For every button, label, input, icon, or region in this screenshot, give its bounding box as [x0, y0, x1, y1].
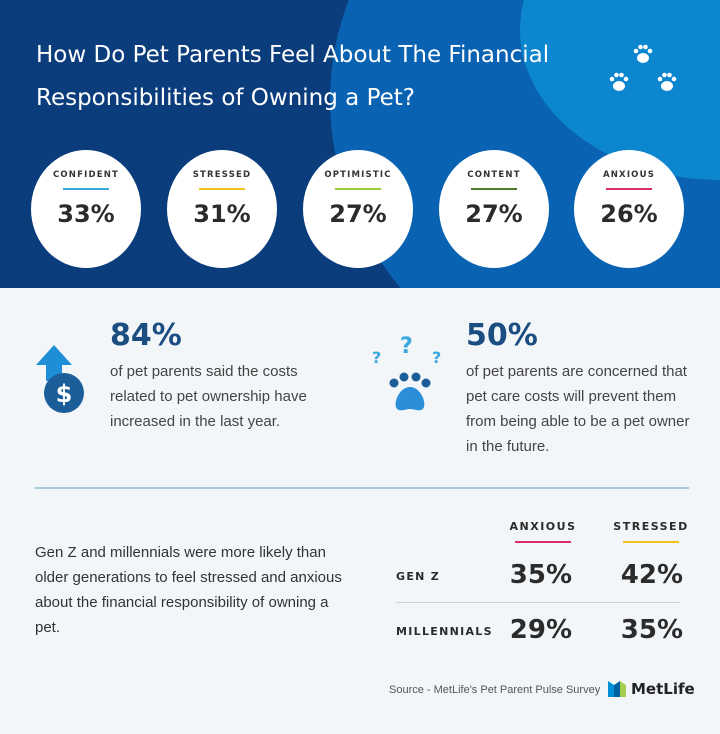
feeling-content: CONTENT 27%: [439, 150, 549, 268]
header-banner: How Do Pet Parents Feel About The Financ…: [0, 0, 720, 288]
feeling-label: OPTIMISTIC: [324, 170, 392, 180]
svg-text:?: ?: [372, 348, 381, 367]
column-header-stressed: STRESSED: [611, 520, 691, 543]
stat-future-concern: 50% of pet parents are concerned that pe…: [466, 318, 696, 459]
section-divider: [35, 487, 689, 489]
feeling-value: 33%: [57, 200, 115, 228]
feeling-value: 27%: [465, 200, 523, 228]
column-label: STRESSED: [613, 520, 689, 533]
stat-text: of pet parents said the costs related to…: [110, 363, 307, 430]
feeling-value: 26%: [600, 200, 658, 228]
stat-value: 84%: [110, 318, 182, 353]
metlife-logo-icon: [608, 681, 626, 697]
feeling-stressed: STRESSED 31%: [167, 150, 277, 268]
cell-value: 29%: [509, 615, 572, 645]
row-label: GEN Z: [396, 570, 441, 583]
feeling-value: 27%: [329, 200, 387, 228]
paw-question-icon: ? ? ?: [372, 334, 441, 411]
feeling-anxious: ANXIOUS 26%: [574, 150, 684, 268]
svg-text:?: ?: [400, 334, 413, 359]
dollar-up-arrow-icon: $: [36, 345, 84, 413]
generations-text: Gen Z and millennials were more likely t…: [35, 544, 342, 636]
feeling-label: ANXIOUS: [602, 170, 656, 180]
feeling-value: 31%: [193, 200, 251, 228]
row-label: MILLENNIALS: [396, 625, 493, 638]
color-bar: [199, 188, 245, 190]
feeling-label: CONTENT: [467, 170, 521, 180]
color-bar: [471, 188, 517, 190]
column-header-anxious: ANXIOUS: [505, 520, 581, 543]
column-label: ANXIOUS: [509, 520, 577, 533]
color-bar: [63, 188, 109, 190]
color-bar: [335, 188, 381, 190]
page-title: How Do Pet Parents Feel About The Financ…: [36, 42, 550, 111]
feeling-optimistic: OPTIMISTIC 27%: [303, 150, 413, 268]
color-bar: [515, 541, 571, 543]
cell-value: 35%: [509, 560, 572, 590]
feeling-label: CONFIDENT: [52, 170, 120, 180]
stat-value: 50%: [466, 318, 538, 353]
svg-text:$: $: [56, 380, 73, 408]
logo-text: MetLife: [631, 680, 695, 698]
stat-cost-increase: 84% of pet parents said the costs relate…: [110, 318, 340, 434]
cell-value: 35%: [620, 615, 683, 645]
cell-value: 42%: [620, 560, 683, 590]
stat-text: of pet parents are concerned that pet ca…: [466, 363, 690, 455]
metlife-logo: MetLife: [608, 680, 695, 698]
row-divider: [396, 602, 680, 603]
color-bar: [606, 188, 652, 190]
paw-prints-icon: [609, 44, 677, 91]
color-bar: [623, 541, 679, 543]
svg-text:?: ?: [432, 348, 441, 367]
feeling-confident: CONFIDENT 33%: [31, 150, 141, 268]
feeling-label: STRESSED: [192, 170, 252, 180]
source-note: Source - MetLife's Pet Parent Pulse Surv…: [389, 684, 601, 696]
